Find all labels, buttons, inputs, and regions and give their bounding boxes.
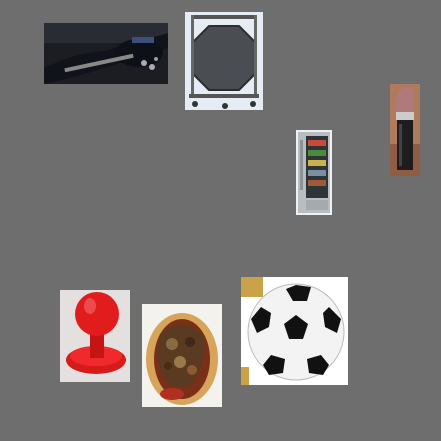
refrigerator-photo bbox=[296, 130, 332, 215]
octagonal-screen-on-cart-photo bbox=[185, 12, 263, 110]
guitar-photo bbox=[44, 23, 168, 84]
lipstick-photo bbox=[390, 84, 420, 176]
soccer-ball-photo bbox=[241, 277, 348, 385]
plunger-stamp-photo bbox=[60, 290, 130, 382]
hot-dog-photo bbox=[142, 304, 222, 407]
